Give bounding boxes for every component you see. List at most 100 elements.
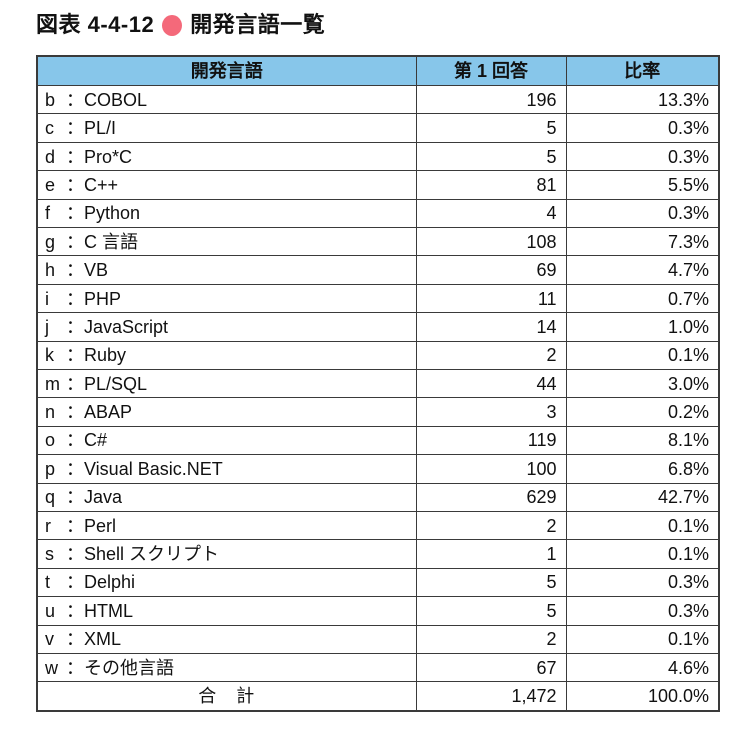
language-cell: b ：COBOL bbox=[36, 85, 417, 115]
total-label-cell: 合 計 bbox=[36, 681, 417, 712]
first-answer-cell: 69 bbox=[415, 255, 567, 285]
language-cell: r ：Perl bbox=[36, 510, 417, 541]
figure-name: 開発言語一覧 bbox=[190, 12, 326, 37]
colon-separator: ： bbox=[66, 657, 84, 678]
table-body: b ：COBOL 196 13.3% c ：PL/I 5 0.3% d ：Pro*C 5 0.3% e：… bbox=[36, 85, 720, 712]
first-answer-cell: 67 bbox=[415, 652, 567, 683]
first-answer-cell: 81 bbox=[415, 170, 567, 200]
colon-separator: ： bbox=[66, 458, 84, 479]
ratio-cell: 3.0% bbox=[565, 368, 720, 399]
colon-separator: ： bbox=[66, 629, 84, 650]
first-answer-cell: 5 bbox=[415, 113, 567, 143]
language-name: XML bbox=[84, 629, 122, 650]
language-key: j bbox=[45, 316, 49, 337]
first-answer-cell: 629 bbox=[415, 482, 567, 512]
column-header-first-answer: 第 1 回答 bbox=[415, 55, 567, 87]
colon-separator: ： bbox=[66, 402, 84, 423]
colon-separator: ： bbox=[66, 231, 84, 252]
ratio-cell: 0.2% bbox=[565, 397, 720, 427]
language-key: h bbox=[45, 260, 56, 281]
colon-separator: ： bbox=[66, 572, 84, 593]
table-row: b ：COBOL 196 13.3% bbox=[36, 85, 720, 115]
language-key: s bbox=[45, 544, 54, 565]
language-key: k bbox=[45, 345, 54, 366]
colon-separator: ： bbox=[66, 174, 84, 195]
colon-separator: ： bbox=[66, 260, 84, 281]
first-answer-cell: 5 bbox=[415, 567, 567, 598]
language-name: C# bbox=[84, 430, 108, 451]
table-row: g ：C 言語 108 7.3% bbox=[36, 227, 720, 257]
first-answer-cell: 2 bbox=[415, 624, 567, 654]
first-answer-cell: 5 bbox=[415, 596, 567, 626]
language-name: PHP bbox=[84, 288, 122, 309]
colon-separator: ： bbox=[66, 146, 84, 167]
ratio-cell: 0.3% bbox=[565, 113, 720, 143]
language-key: q bbox=[45, 487, 56, 508]
ratio-cell: 0.7% bbox=[565, 283, 720, 314]
table-row: o ：C# 119 8.1% bbox=[36, 425, 720, 456]
table-row: h ：VB 69 4.7% bbox=[36, 255, 720, 285]
ratio-cell: 0.1% bbox=[565, 510, 720, 541]
table-header: 開発言語 第 1 回答 比率 bbox=[36, 55, 720, 87]
first-answer-cell: 44 bbox=[415, 368, 567, 399]
colon-separator: ： bbox=[66, 89, 84, 110]
table-row: j ：JavaScript 14 1.0% bbox=[36, 312, 720, 342]
first-answer-cell: 2 bbox=[415, 510, 567, 541]
language-name: その他言語 bbox=[84, 657, 174, 678]
first-answer-cell: 4 bbox=[415, 198, 567, 229]
language-key: w bbox=[45, 657, 58, 678]
language-cell: h ：VB bbox=[36, 255, 417, 285]
language-key: m bbox=[45, 373, 60, 394]
language-name: C++ bbox=[84, 174, 119, 195]
language-cell: j ：JavaScript bbox=[36, 312, 417, 342]
language-cell: i ：PHP bbox=[36, 283, 417, 314]
language-cell: w ：その他言語 bbox=[36, 652, 417, 683]
language-key: i bbox=[45, 288, 49, 309]
first-answer-cell: 14 bbox=[415, 312, 567, 342]
total-ratio-cell: 100.0% bbox=[565, 681, 720, 712]
first-answer-cell: 3 bbox=[415, 397, 567, 427]
ratio-cell: 0.1% bbox=[565, 624, 720, 654]
colon-separator: ： bbox=[66, 373, 84, 394]
figure-title: 図表 4-4-12 開発言語一覧 bbox=[36, 11, 718, 40]
ratio-cell: 13.3% bbox=[565, 85, 720, 115]
language-name: C 言語 bbox=[84, 231, 138, 252]
language-cell: d ：Pro*C bbox=[36, 141, 417, 172]
colon-separator: ： bbox=[66, 544, 84, 565]
ratio-cell: 1.0% bbox=[565, 312, 720, 342]
ratio-cell: 42.7% bbox=[565, 482, 720, 512]
table-row: n ：ABAP 3 0.2% bbox=[36, 397, 720, 427]
total-first-answer-cell: 1,472 bbox=[415, 681, 567, 712]
table-row: q ：Java 629 42.7% bbox=[36, 482, 720, 512]
language-key: v bbox=[45, 629, 54, 650]
table-row: k ：Ruby 2 0.1% bbox=[36, 340, 720, 371]
language-key: g bbox=[45, 231, 56, 252]
language-cell: o ：C# bbox=[36, 425, 417, 456]
column-header-language: 開発言語 bbox=[36, 55, 417, 87]
table-row: m ：PL/SQL 44 3.0% bbox=[36, 368, 720, 399]
language-cell: e ：C++ bbox=[36, 170, 417, 200]
language-name: Perl bbox=[84, 515, 117, 536]
language-key: t bbox=[45, 572, 51, 593]
ratio-cell: 5.5% bbox=[565, 170, 720, 200]
language-key: o bbox=[45, 430, 56, 451]
language-cell: f ：Python bbox=[36, 198, 417, 229]
first-answer-cell: 108 bbox=[415, 227, 567, 257]
language-name: Ruby bbox=[84, 345, 127, 366]
first-answer-cell: 100 bbox=[415, 454, 567, 484]
table-row: e ：C++ 81 5.5% bbox=[36, 170, 720, 200]
table-row: s ：Shell スクリプト 1 0.1% bbox=[36, 539, 720, 569]
language-cell: q ：Java bbox=[36, 482, 417, 512]
language-name: ABAP bbox=[84, 402, 133, 423]
language-name: Python bbox=[84, 203, 141, 224]
colon-separator: ： bbox=[66, 316, 84, 337]
first-answer-cell: 196 bbox=[415, 85, 567, 115]
table-row: v ：XML 2 0.1% bbox=[36, 624, 720, 654]
ratio-cell: 0.3% bbox=[565, 198, 720, 229]
table-row: r ：Perl 2 0.1% bbox=[36, 510, 720, 541]
ratio-cell: 4.7% bbox=[565, 255, 720, 285]
table-row: p ：Visual Basic.NET 100 6.8% bbox=[36, 454, 720, 484]
table-row: f ：Python 4 0.3% bbox=[36, 198, 720, 229]
ratio-cell: 0.3% bbox=[565, 141, 720, 172]
language-name: Shell スクリプト bbox=[84, 544, 220, 565]
